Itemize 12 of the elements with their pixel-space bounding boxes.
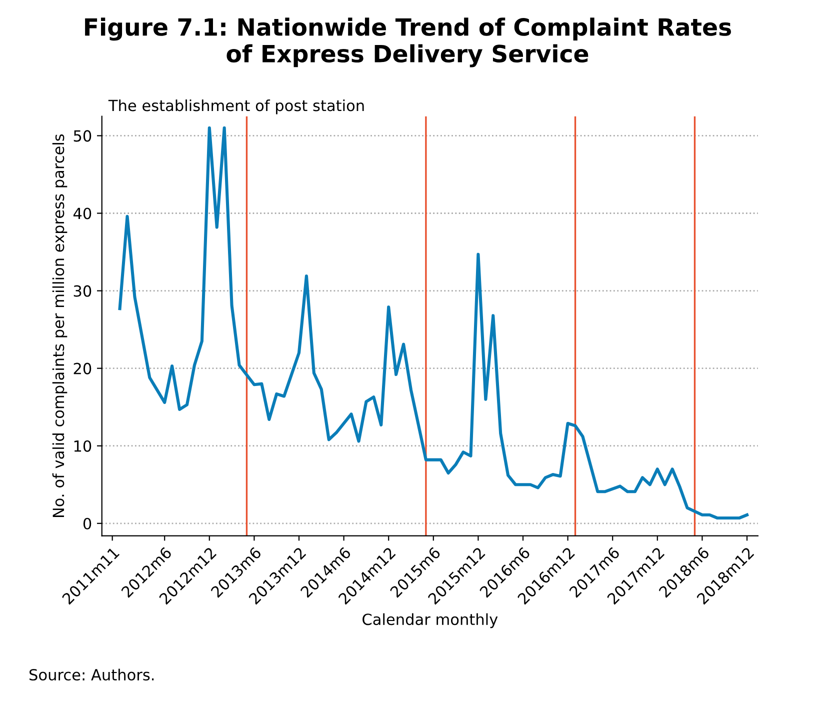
y-axis-title: No. of valid complaints per million express parcels: [52, 134, 68, 518]
y-tick-label: 0: [83, 518, 92, 530]
text: The establishment of post station: [108, 99, 364, 114]
y-tick-label: 40: [73, 208, 92, 220]
y-tick-label: 50: [74, 130, 92, 142]
chart-title: Figure 7.1: Nationwide Trend of Complaint Rates of Express Delivery Service: [85, 18, 731, 68]
y-tick-label: 10: [74, 440, 92, 452]
x-axis-title: Calendar monthly: [362, 613, 498, 628]
line-series: [118, 126, 749, 520]
y-tick-label: 20: [74, 362, 92, 374]
y-tick-label: 30: [74, 285, 92, 297]
source-note: Source: Authors.: [30, 668, 154, 681]
